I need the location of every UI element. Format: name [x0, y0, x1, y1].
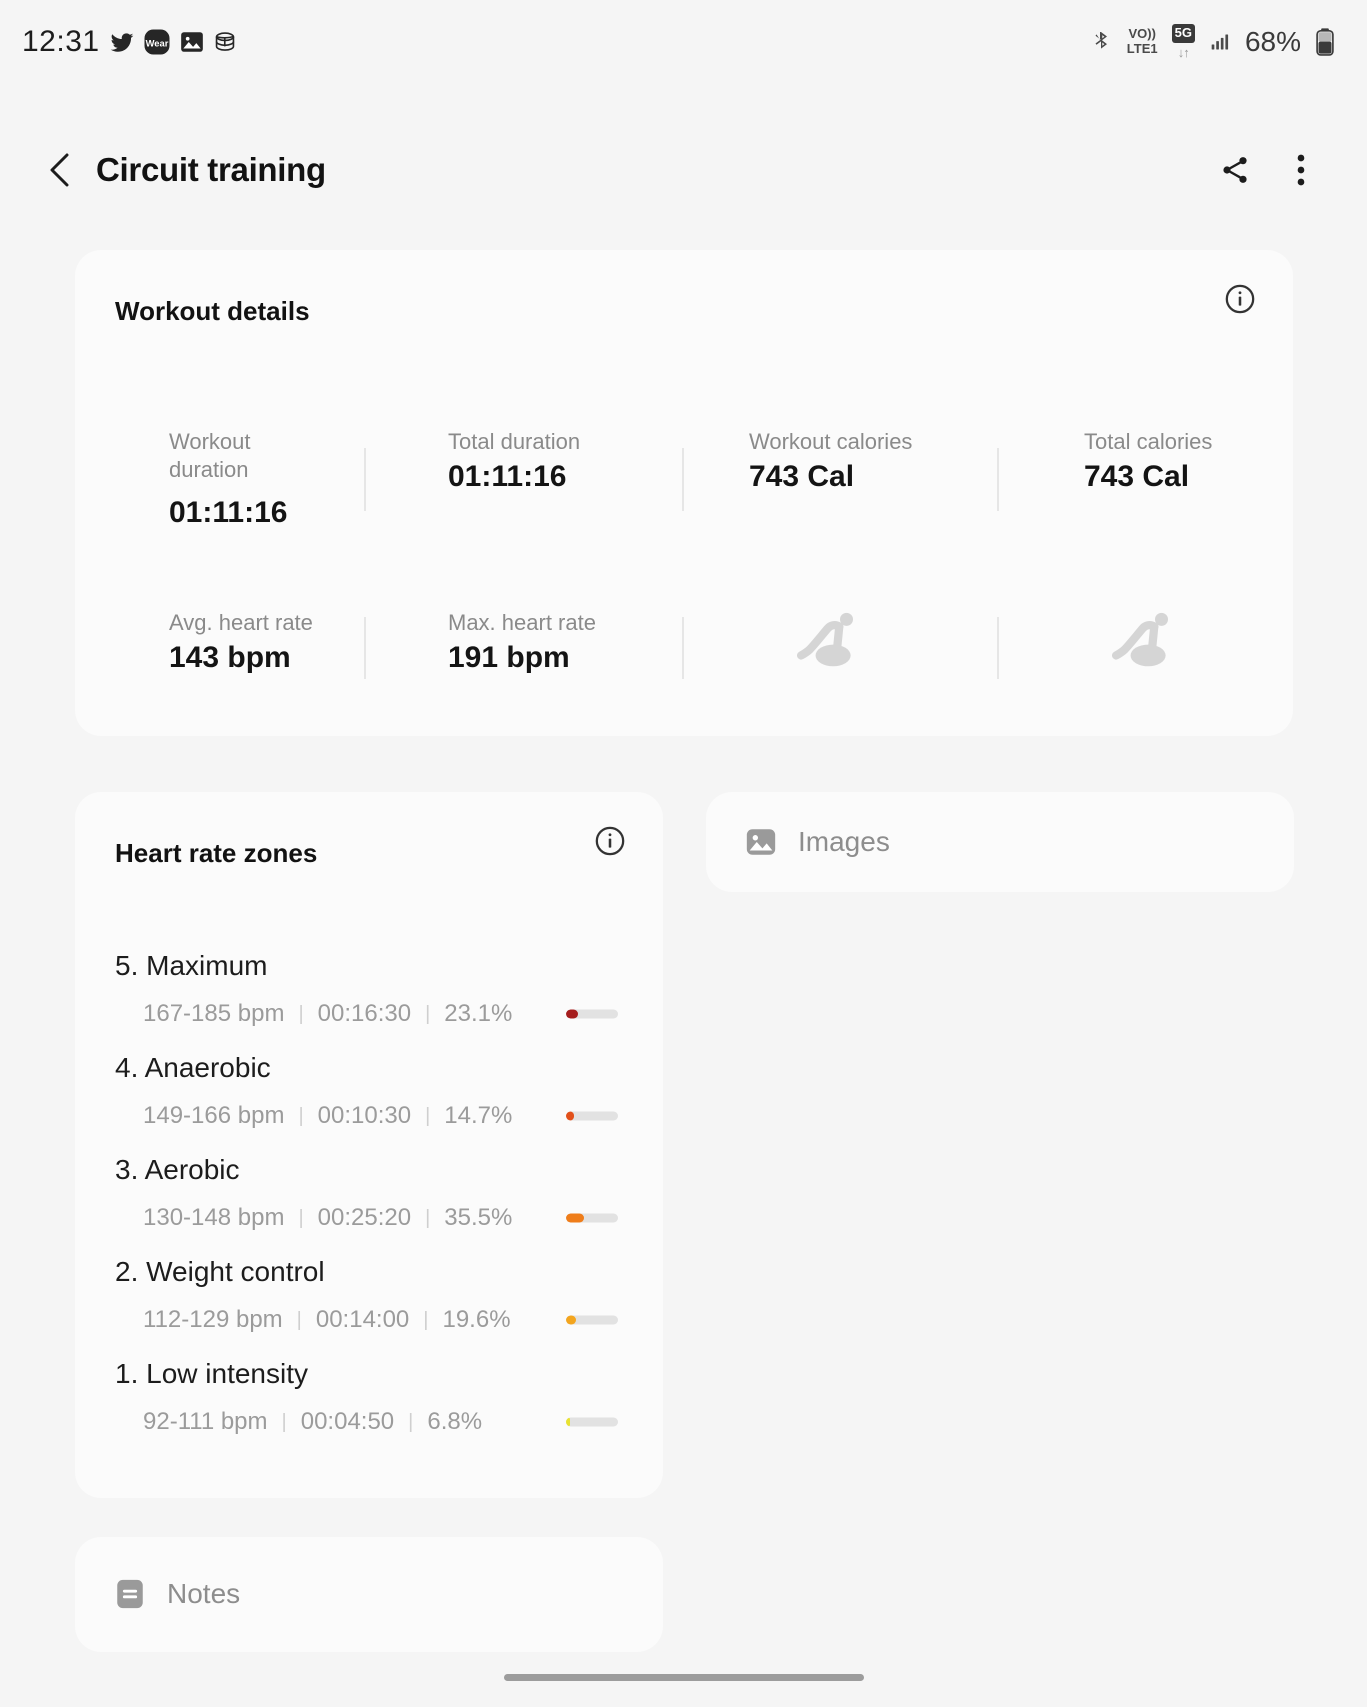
svg-text:Wear: Wear [145, 38, 168, 48]
